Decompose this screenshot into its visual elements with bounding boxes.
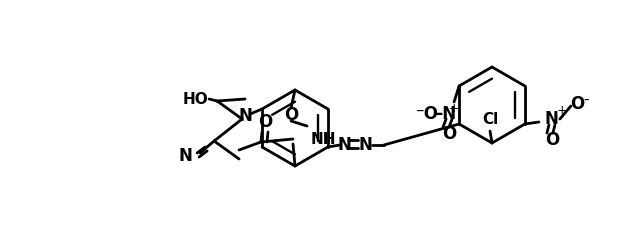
Text: O: O [570, 95, 584, 113]
Text: +: + [449, 101, 460, 114]
Text: N: N [178, 147, 192, 165]
Text: ⁻O: ⁻O [415, 105, 438, 123]
Text: Cl: Cl [482, 113, 498, 127]
Text: O: O [545, 131, 559, 149]
Text: +: + [557, 104, 567, 117]
Text: N: N [338, 136, 352, 154]
Text: N: N [238, 107, 252, 125]
Text: -: - [583, 92, 589, 106]
Text: N: N [359, 136, 373, 154]
Text: O: O [442, 125, 456, 143]
Text: O: O [284, 106, 298, 124]
Text: NH: NH [311, 131, 337, 147]
Text: N: N [545, 110, 559, 128]
Text: O: O [258, 113, 272, 131]
Text: HO: HO [182, 92, 208, 106]
Text: –N: –N [434, 105, 456, 123]
